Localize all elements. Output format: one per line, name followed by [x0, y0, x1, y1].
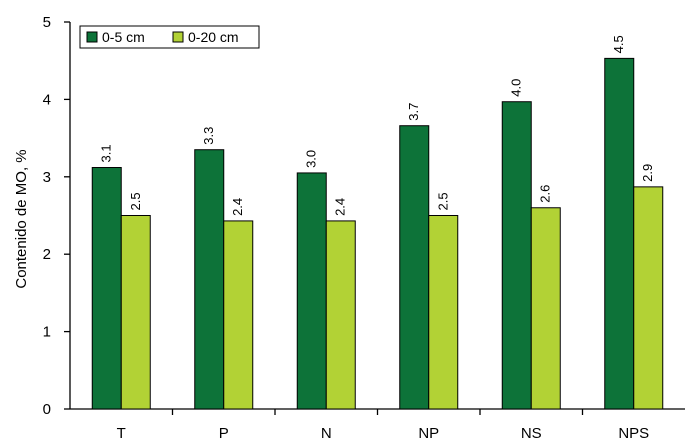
- y-tick-label: 1: [43, 324, 51, 341]
- legend-box: [79, 25, 260, 49]
- bar: [633, 186, 664, 410]
- bar: [530, 207, 561, 410]
- y-tick-label: 0: [43, 401, 51, 418]
- bar: [604, 57, 635, 410]
- bar: [194, 149, 225, 410]
- data-label: 2.4: [333, 198, 348, 216]
- legend-label: 0-20 cm: [188, 29, 239, 45]
- data-label: 3.0: [304, 150, 319, 168]
- y-axis-title: Contenido de MO, %: [13, 149, 30, 288]
- data-label: 2.5: [435, 192, 450, 210]
- legend: 0-5 cm 0-20 cm: [79, 25, 260, 49]
- y-tick-label: 4: [43, 91, 51, 108]
- bar: [91, 167, 122, 410]
- x-tick-label: NPS: [618, 425, 649, 441]
- y-tick-label: 2: [43, 246, 51, 263]
- data-label: 4.0: [509, 79, 524, 97]
- data-label: 2.9: [640, 164, 655, 182]
- data-label: 2.5: [128, 192, 143, 210]
- x-tick-label: T: [117, 425, 126, 441]
- data-label: 2.4: [230, 198, 245, 216]
- y-tick-label: 5: [43, 14, 51, 31]
- legend-swatch: [86, 31, 98, 43]
- x-tick-label: NS: [521, 425, 542, 441]
- data-label: 3.1: [99, 144, 114, 162]
- bar: [428, 215, 459, 410]
- plot-area: 0 1 2 3 4 5 T 3.1 2.5 P 3.3 2.4 N 3.0 2.4 NP 3.7 2.5 NS 4.0…: [43, 14, 685, 441]
- data-label: 2.6: [538, 185, 553, 203]
- x-tick-label: P: [219, 425, 229, 441]
- bar: [296, 172, 327, 410]
- bar: [120, 215, 151, 410]
- bar: [399, 125, 430, 410]
- legend-label: 0-5 cm: [102, 29, 145, 45]
- data-label: 3.7: [406, 103, 421, 121]
- bar: [325, 220, 356, 410]
- x-tick-label: N: [321, 425, 332, 441]
- data-label: 4.5: [611, 35, 626, 53]
- x-tick-label: NP: [418, 425, 439, 441]
- legend-swatch: [172, 31, 184, 43]
- y-tick-label: 3: [43, 169, 51, 186]
- bar: [501, 101, 532, 410]
- data-label: 3.3: [201, 127, 216, 145]
- bar: [223, 220, 254, 410]
